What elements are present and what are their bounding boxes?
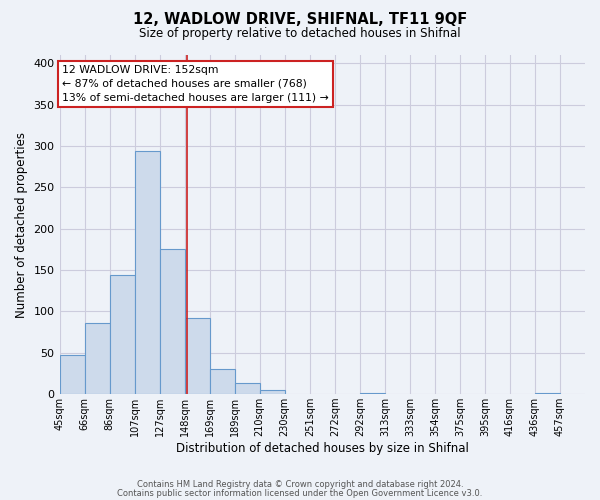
Text: Contains HM Land Registry data © Crown copyright and database right 2024.: Contains HM Land Registry data © Crown c… (137, 480, 463, 489)
Bar (160, 250, 185, 394)
Text: 12, WADLOW DRIVE, SHIFNAL, TF11 9QF: 12, WADLOW DRIVE, SHIFNAL, TF11 9QF (133, 12, 467, 28)
Bar (235, 382, 260, 394)
Bar (134, 151, 160, 394)
Y-axis label: Number of detached properties: Number of detached properties (15, 132, 28, 318)
Bar (85, 323, 110, 394)
Text: 12 WADLOW DRIVE: 152sqm
← 87% of detached houses are smaller (768)
13% of semi-d: 12 WADLOW DRIVE: 152sqm ← 87% of detache… (62, 65, 329, 103)
Bar (360, 392, 385, 394)
Bar (59, 356, 85, 394)
Text: Contains public sector information licensed under the Open Government Licence v3: Contains public sector information licen… (118, 488, 482, 498)
Bar (185, 318, 209, 394)
X-axis label: Distribution of detached houses by size in Shifnal: Distribution of detached houses by size … (176, 442, 469, 455)
Text: Size of property relative to detached houses in Shifnal: Size of property relative to detached ho… (139, 28, 461, 40)
Bar (535, 392, 560, 394)
Bar (260, 390, 285, 394)
Bar (110, 275, 134, 394)
Bar (209, 370, 235, 394)
